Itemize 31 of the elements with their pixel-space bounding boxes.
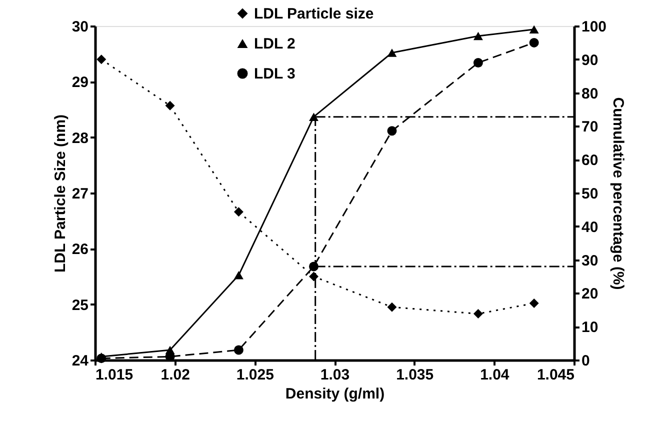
x-tick-label: 1.035 [396, 366, 434, 384]
y2-tick-label: 100 [582, 18, 607, 36]
y2-tick-label: 80 [582, 85, 598, 102]
x-tick-label: 1.02 [160, 366, 190, 384]
x-axis-title: Density (g/ml) [285, 386, 385, 402]
x-tick-label: 1.04 [480, 366, 510, 384]
y-tick-label: 29 [72, 74, 88, 92]
legend-label: LDL Particle size [254, 6, 374, 22]
x-tick-label: 1.015 [96, 366, 134, 384]
y2-tick-label: 30 [582, 252, 598, 270]
y2-tick-label: 10 [582, 319, 598, 336]
y-tick-label: 28 [72, 130, 88, 147]
y2-tick-label: 0 [582, 352, 590, 370]
legend-label: LDL 2 [254, 36, 296, 52]
y2-tick-label: 70 [582, 118, 598, 136]
y2-tick-label: 50 [582, 186, 598, 202]
legend-label: LDL 3 [254, 66, 296, 82]
y-tick-label: 30 [72, 18, 88, 36]
x-tick-label: 1.025 [236, 366, 274, 384]
y2-tick-label: 60 [582, 152, 598, 170]
y2-tick-label: 20 [582, 286, 598, 303]
y-tick-label: 24 [72, 352, 90, 370]
y-tick-label: 25 [72, 296, 88, 314]
y2-tick-label: 40 [582, 218, 598, 236]
x-tick-label: 1.03 [320, 366, 350, 384]
y2-tick-label: 90 [582, 52, 598, 69]
y2-axis-title: Cumulative percentage (%) [610, 97, 627, 290]
y-tick-label: 27 [72, 186, 88, 202]
x-tick-label: 1.045 [536, 366, 574, 384]
y-axis-title: LDL Particle Size (nm) [52, 114, 69, 273]
y-tick-label: 26 [72, 241, 88, 258]
